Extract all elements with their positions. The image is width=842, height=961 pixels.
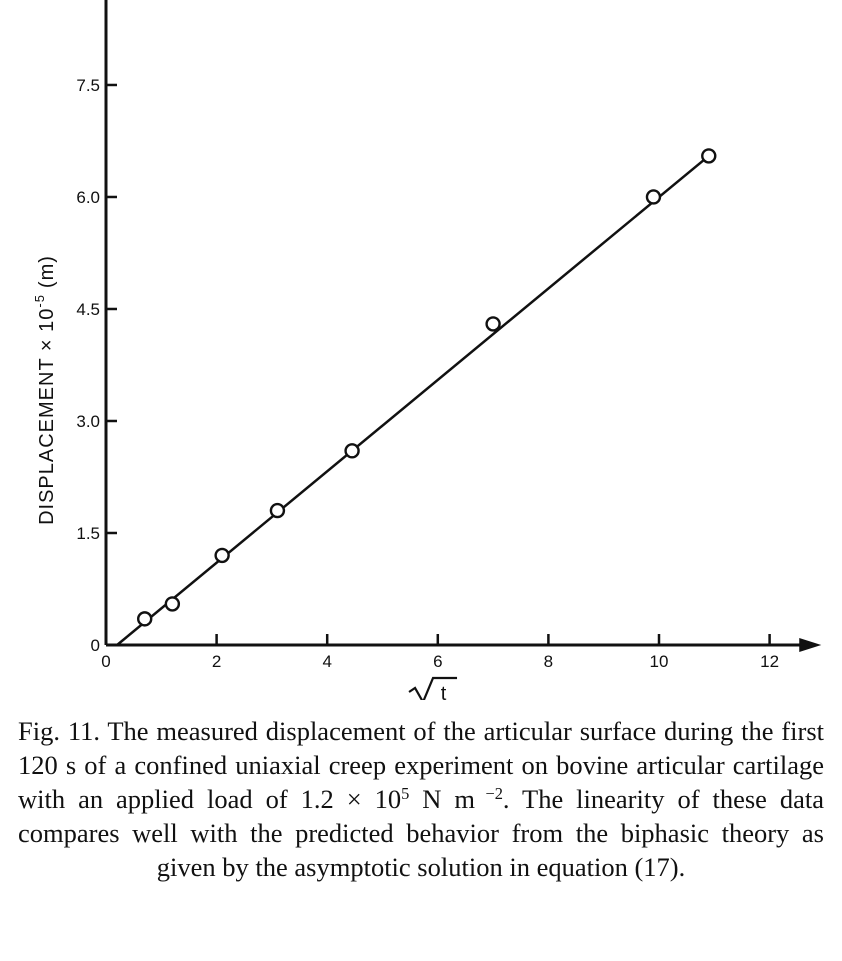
- displacement-chart: 0 2 4 6 8 10 12 0 1.5 3.0 4.5 6.0 7.5 t DISPLACEMENT …: [32, 0, 822, 700]
- x-tick-label-4: 4: [322, 652, 331, 671]
- y-axis-label-unit: (m): [36, 255, 58, 288]
- data-point-8: [701, 148, 717, 164]
- y-tick-label-4.5: 4.5: [76, 300, 100, 319]
- caption-exponent-2: −2: [475, 783, 503, 803]
- y-tick-label-0: 0: [91, 636, 100, 655]
- data-point-2: [164, 596, 181, 612]
- data-point-1: [137, 611, 153, 627]
- data-point-4: [269, 502, 286, 519]
- x-tick-label-6: 6: [433, 652, 442, 671]
- x-axis-label: t: [408, 676, 458, 700]
- y-axis-label: DISPLACEMENT × 10-5 (m): [32, 255, 58, 525]
- x-axis-variable: t: [441, 683, 448, 700]
- x-tick-label-0: 0: [101, 652, 110, 671]
- ticks: 0 2 4 6 8 10 12 0 1.5 3.0 4.5 6.0 7.5 t: [76, 76, 779, 700]
- caption-exponent-1: 5: [401, 783, 410, 803]
- data-point-5: [344, 443, 360, 459]
- y-axis-label-main: DISPLACEMENT × 10: [36, 308, 58, 525]
- data-series: [116, 148, 717, 646]
- y-tick-label-7.5: 7.5: [76, 76, 100, 95]
- data-point-7: [645, 189, 662, 205]
- x-tick-label-12: 12: [760, 652, 779, 671]
- x-tick-label-2: 2: [212, 652, 221, 671]
- figure-caption: Fig. 11. The measured displacement of th…: [18, 714, 824, 884]
- axes: [104, 0, 822, 652]
- y-axis-label-exponent: -5: [32, 294, 47, 308]
- x-axis-arrowhead: [799, 638, 822, 652]
- y-tick-label-3.0: 3.0: [76, 412, 100, 431]
- x-tick-label-8: 8: [544, 652, 553, 671]
- data-point-6: [485, 316, 501, 332]
- y-tick-label-6.0: 6.0: [76, 188, 100, 207]
- caption-text-1: Fig. 11. The measured displacement of th…: [18, 716, 824, 814]
- fit-line: [116, 154, 710, 646]
- caption-text-3: . The linearity of these data compares w…: [18, 784, 825, 882]
- data-point-3: [214, 547, 230, 564]
- x-tick-label-10: 10: [650, 652, 669, 671]
- caption-text-2: N m: [409, 784, 475, 814]
- y-tick-label-1.5: 1.5: [76, 524, 100, 543]
- sqrt-symbol: [408, 676, 458, 700]
